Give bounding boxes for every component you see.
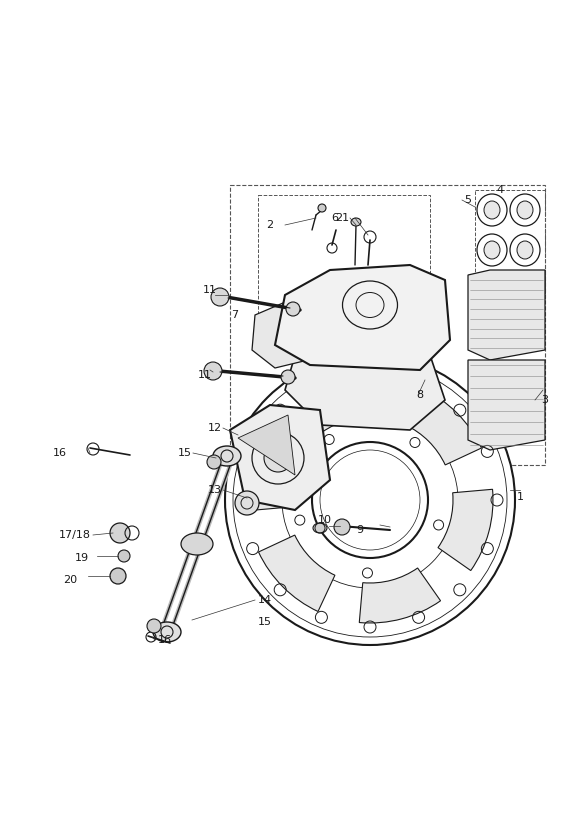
Text: 2: 2 [266, 220, 273, 230]
Ellipse shape [517, 241, 533, 259]
Bar [475, 190, 545, 300]
Circle shape [235, 491, 259, 515]
Polygon shape [275, 265, 450, 370]
Ellipse shape [351, 218, 361, 226]
Circle shape [110, 568, 126, 584]
Circle shape [118, 550, 130, 562]
Text: 12: 12 [208, 423, 222, 433]
Text: 10: 10 [318, 515, 332, 525]
Wedge shape [258, 535, 335, 611]
Polygon shape [238, 415, 295, 475]
Text: 7: 7 [231, 310, 238, 320]
Text: 20: 20 [63, 575, 77, 585]
Circle shape [204, 362, 222, 380]
Text: 11: 11 [203, 285, 217, 295]
Ellipse shape [313, 523, 327, 533]
Wedge shape [405, 389, 482, 465]
Text: 3: 3 [542, 395, 549, 405]
Text: 9: 9 [356, 525, 364, 535]
Text: 8: 8 [416, 390, 424, 400]
Circle shape [318, 204, 326, 212]
Text: 1: 1 [517, 492, 524, 502]
Ellipse shape [517, 201, 533, 219]
Text: 17/18: 17/18 [59, 530, 91, 540]
Text: 11: 11 [198, 370, 212, 380]
Bar [230, 185, 545, 465]
Polygon shape [285, 355, 445, 430]
Circle shape [286, 302, 300, 316]
Text: 13: 13 [208, 485, 222, 495]
Circle shape [334, 519, 350, 535]
Text: 5: 5 [465, 195, 472, 205]
Polygon shape [252, 300, 310, 368]
Text: 15: 15 [258, 617, 272, 627]
Circle shape [225, 355, 515, 645]
Wedge shape [247, 429, 302, 511]
Text: 6: 6 [332, 213, 339, 223]
Circle shape [147, 619, 161, 633]
Wedge shape [359, 568, 441, 623]
Polygon shape [468, 270, 545, 360]
Text: 14: 14 [258, 595, 272, 605]
Text: 16: 16 [53, 448, 67, 458]
Polygon shape [468, 360, 545, 450]
Text: 21: 21 [335, 213, 349, 223]
Text: 15: 15 [178, 448, 192, 458]
Text: 19: 19 [75, 553, 89, 563]
Wedge shape [438, 489, 493, 570]
Text: 4: 4 [497, 185, 504, 195]
Bar [258, 195, 430, 330]
Circle shape [264, 444, 292, 472]
Ellipse shape [484, 241, 500, 259]
Ellipse shape [181, 533, 213, 555]
Polygon shape [230, 405, 330, 510]
Ellipse shape [153, 622, 181, 642]
Circle shape [281, 370, 295, 384]
Text: 16: 16 [158, 635, 172, 645]
Wedge shape [300, 377, 381, 432]
Circle shape [207, 455, 221, 469]
Circle shape [211, 288, 229, 306]
Circle shape [110, 523, 130, 543]
Ellipse shape [213, 446, 241, 466]
Ellipse shape [484, 201, 500, 219]
